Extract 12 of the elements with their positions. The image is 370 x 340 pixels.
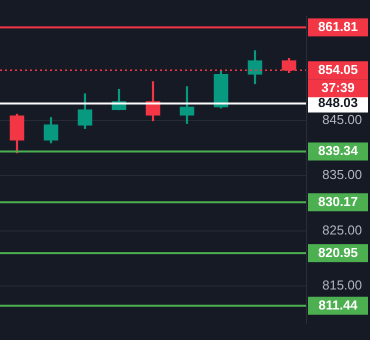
ref-line-label: 848.03 [318, 95, 358, 110]
y-tick-label: 815.00 [322, 278, 362, 293]
y-tick-label: 825.00 [322, 222, 362, 238]
ref-line-label: 811.44 [318, 297, 358, 312]
text: 37:39 [321, 80, 355, 95]
ref-line-label: 861.81 [318, 18, 358, 34]
ref-line-label: 820.95 [318, 244, 358, 260]
ref-line-label: 854.05 [318, 62, 358, 77]
ref-line-label: 830.17 [318, 194, 358, 209]
y-tick-label: 835.00 [322, 167, 362, 182]
ref-line-label: 839.34 [318, 143, 359, 158]
y-tick-label: 845.00 [322, 112, 362, 127]
